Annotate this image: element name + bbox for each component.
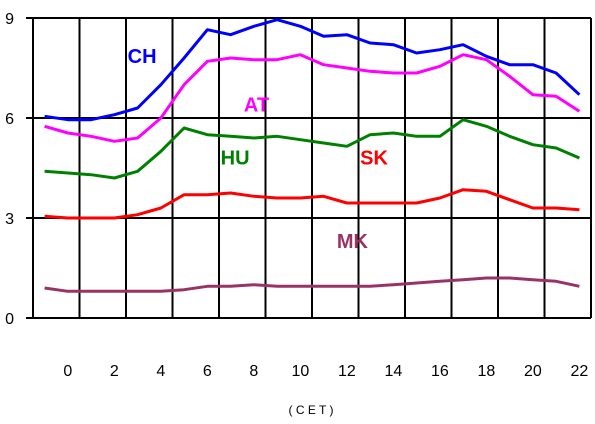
- x-tick-label: 8: [249, 363, 258, 380]
- series-label-sk: SK: [360, 148, 388, 170]
- y-tick-label: 3: [5, 211, 14, 228]
- series-line-at: [44, 53, 581, 143]
- x-tick-label: 16: [431, 363, 449, 380]
- series-lines: [44, 18, 581, 293]
- series-label-mk: MK: [337, 231, 369, 253]
- series-line-ch: [44, 18, 581, 122]
- x-tick-labels: 0246810121416182022h: [63, 363, 588, 380]
- x-tick-label: 0: [63, 363, 72, 380]
- x-tick-label: 4: [156, 363, 165, 380]
- series-labels: CH AT HU SK MK: [128, 46, 389, 253]
- series-line-mk: [44, 276, 580, 293]
- x-axis-label: ( C E T ): [289, 403, 334, 417]
- series-line-sk: [44, 188, 580, 220]
- y-tick-label: 6: [5, 111, 14, 128]
- series-label-at: AT: [244, 94, 269, 116]
- series-line-hu: [44, 118, 580, 180]
- x-tick-label: 12: [338, 363, 356, 380]
- x-tick-label: 18: [477, 363, 495, 380]
- x-tick-label: 10: [291, 363, 309, 380]
- y-tick-label: 9: [5, 11, 14, 28]
- x-tick-label: 14: [384, 363, 402, 380]
- y-tick-label: 0: [5, 311, 14, 328]
- x-tick-label: 22: [570, 363, 588, 380]
- x-tick-label: 6: [203, 363, 212, 380]
- series-label-hu: HU: [221, 148, 250, 170]
- axes: [26, 17, 34, 319]
- x-tick-label: 2: [110, 363, 119, 380]
- series-label-ch: CH: [128, 46, 157, 68]
- y-tick-labels: 0 3 6 9: [5, 11, 14, 328]
- x-tick-label: 20: [524, 363, 542, 380]
